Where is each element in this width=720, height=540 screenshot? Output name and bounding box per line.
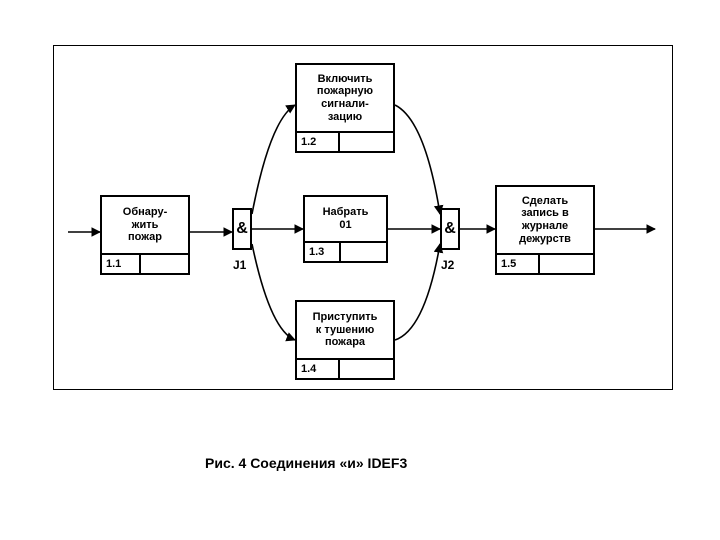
caption-text: Соединения «и» IDEF3 <box>250 455 407 471</box>
node-n5: Сделатьзапись вжурналедежурств 1.5 <box>495 185 595 275</box>
junction-j1: & <box>232 208 252 250</box>
node-label: Приступитьк тушениюпожара <box>297 302 393 358</box>
caption-prefix: Рис. 4 <box>205 455 246 471</box>
figure-caption: Рис. 4 Соединения «и» IDEF3 <box>205 455 407 471</box>
node-label: Набрать01 <box>305 197 386 241</box>
node-id: 1.5 <box>497 255 540 273</box>
node-id: 1.1 <box>102 255 141 273</box>
junction-label-j2: J2 <box>441 258 454 272</box>
node-id: 1.3 <box>305 243 341 261</box>
node-id: 1.2 <box>297 133 340 151</box>
node-n3: Набрать01 1.3 <box>303 195 388 263</box>
junction-j2: & <box>440 208 460 250</box>
node-id: 1.4 <box>297 360 340 378</box>
junction-label-j1: J1 <box>233 258 246 272</box>
node-label: Обнару-житьпожар <box>102 197 188 253</box>
node-n2: Включитьпожарнуюсигнали-зацию 1.2 <box>295 63 395 153</box>
node-n4: Приступитьк тушениюпожара 1.4 <box>295 300 395 380</box>
node-label: Сделатьзапись вжурналедежурств <box>497 187 593 253</box>
node-label: Включитьпожарнуюсигнали-зацию <box>297 65 393 131</box>
node-n1: Обнару-житьпожар 1.1 <box>100 195 190 275</box>
